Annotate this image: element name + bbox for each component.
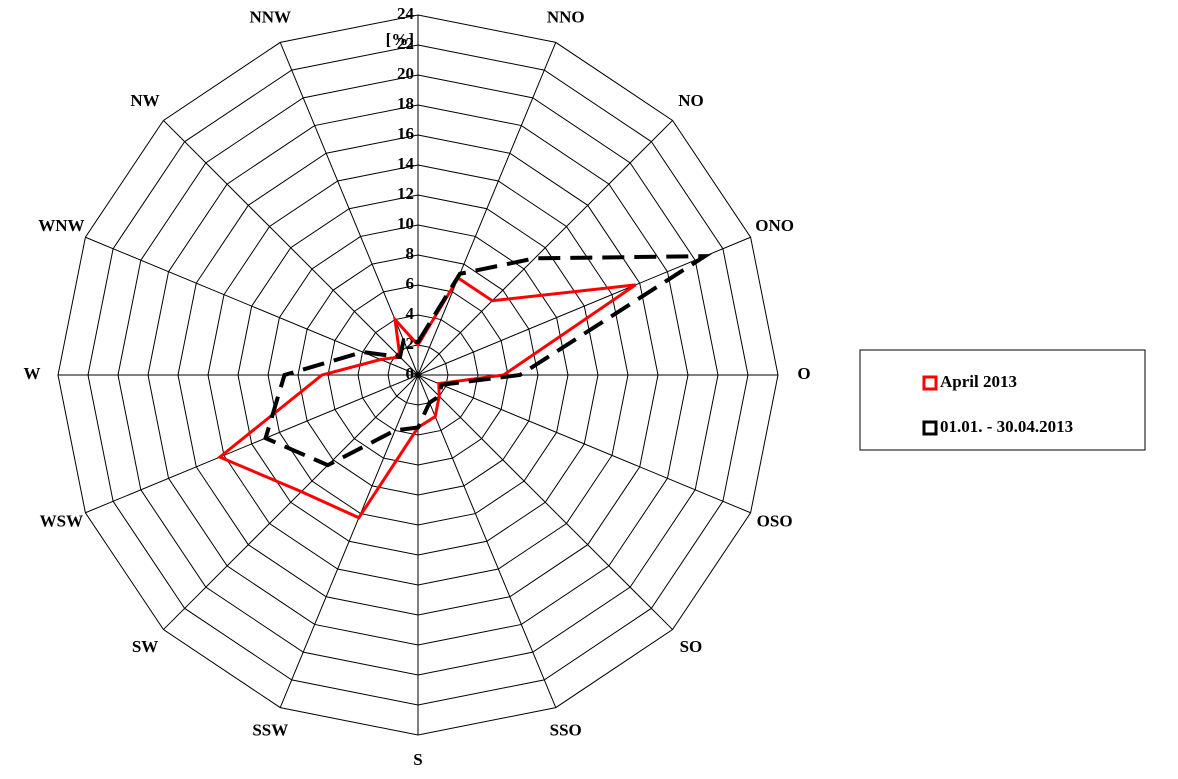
legend-swatch (922, 375, 938, 391)
r-tick-label: 14 (397, 154, 415, 173)
r-tick-label: 8 (406, 244, 415, 263)
series-line (263, 254, 712, 468)
category-label: SSO (550, 721, 582, 740)
category-label: SO (680, 637, 703, 656)
r-tick-label: 20 (397, 64, 414, 83)
legend-label: April 2013 (940, 372, 1017, 391)
spoke (417, 120, 673, 376)
r-tick-label: 10 (397, 214, 414, 233)
axis-label: [%] (386, 30, 414, 49)
r-tick-label: 0 (406, 364, 415, 383)
r-tick-label: 22 (397, 34, 414, 53)
r-tick-label: 2 (406, 334, 415, 353)
category-label: W (24, 364, 41, 383)
category-label: WNW (38, 216, 84, 235)
spoke (163, 120, 419, 376)
category-label: ONO (755, 216, 794, 235)
r-tick-label: 12 (397, 184, 414, 203)
category-label: SSW (252, 721, 288, 740)
r-tick-label: 4 (406, 304, 415, 323)
r-tick-label: 16 (397, 124, 414, 143)
spoke (85, 374, 419, 514)
category-label: OSO (757, 512, 793, 531)
category-label: NNW (250, 7, 292, 26)
category-label: NNO (547, 7, 585, 26)
category-label: O (797, 364, 810, 383)
r-tick-label: 6 (406, 274, 415, 293)
spoke (417, 374, 557, 708)
spoke (163, 374, 419, 630)
spoke (417, 42, 557, 376)
spoke (279, 374, 419, 708)
legend-box (859, 349, 1146, 451)
category-label: WSW (40, 512, 83, 531)
legend-swatch (922, 420, 938, 436)
spoke (417, 374, 751, 514)
r-tick-label: 24 (397, 4, 415, 23)
r-tick-label: 18 (397, 94, 414, 113)
spoke (85, 236, 419, 376)
category-label: S (413, 750, 422, 769)
legend-label: 01.01. - 30.04.2013 (940, 417, 1073, 436)
category-label: NW (130, 91, 159, 110)
category-label: SW (132, 637, 158, 656)
spoke (417, 374, 673, 630)
spoke (279, 42, 419, 376)
category-label: NO (678, 91, 704, 110)
